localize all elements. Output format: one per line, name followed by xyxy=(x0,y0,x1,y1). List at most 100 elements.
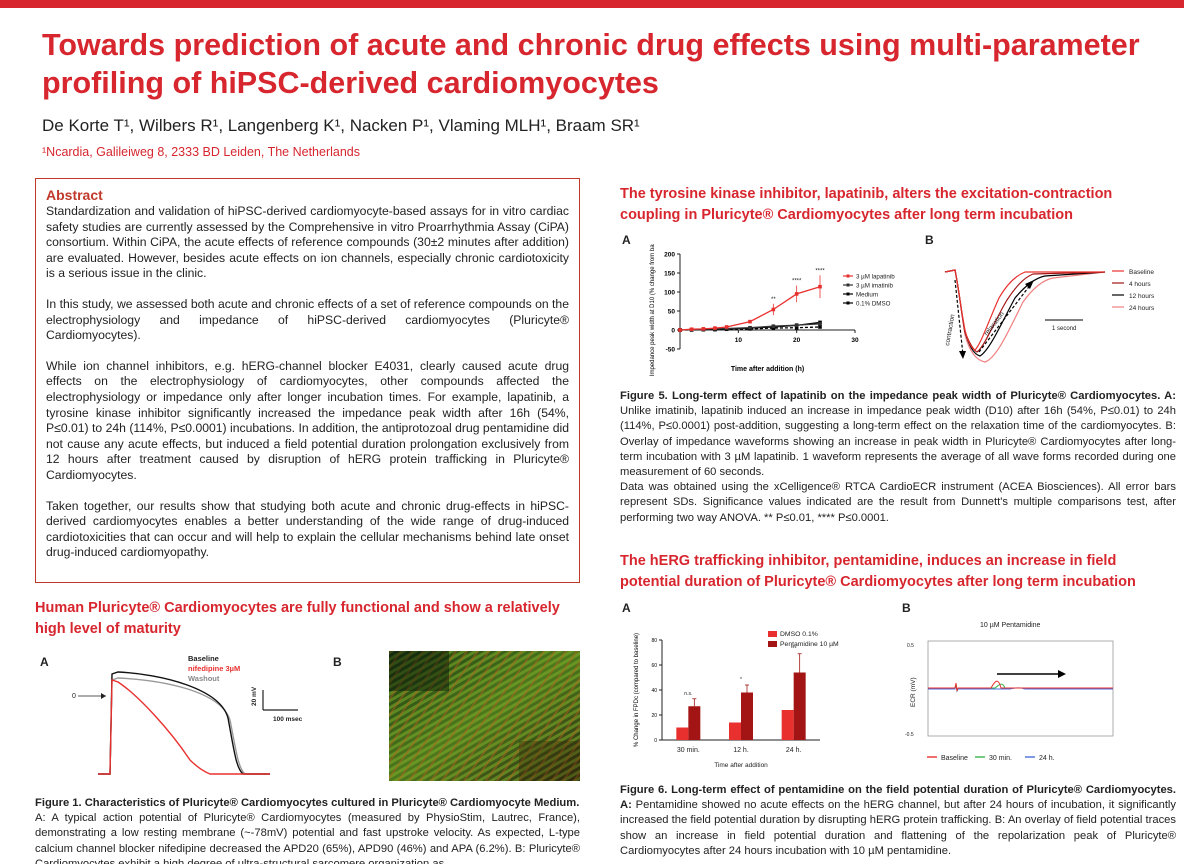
authors: De Korte T¹, Wilbers R¹, Langenberg K¹, … xyxy=(42,116,640,135)
fp-legend-baseline: Baseline xyxy=(941,755,968,762)
figure5-caption-body: Unlike imatinib, lapatinib induced an in… xyxy=(620,405,1176,479)
figure5-caption-title: Figure 5. Long-term effect of lapatinib … xyxy=(620,390,1161,402)
lap-legend-marker xyxy=(846,274,850,278)
pent-bar xyxy=(676,727,689,740)
lap-point xyxy=(818,322,822,326)
fig1-panel-b-label: B xyxy=(333,655,342,669)
figure6-caption-title: Figure 6. Long-term effect of pentamidin… xyxy=(620,784,1176,812)
pentamidine-bar-chart: 0 20 40 60 80 % Change in FPDc (compared to b… xyxy=(634,631,839,769)
impedance-waveform-overlay: contraction relaxation 1 second Baseline… xyxy=(944,269,1155,363)
section3-title-line-2: potential duration of Pluricyte® Cardiom… xyxy=(620,574,1136,590)
sarcomere-micrograph xyxy=(389,651,580,781)
fig6-panel-a-label: A xyxy=(622,601,631,615)
section2-title-line-2: coupling in Pluricyte® Cardiomyocytes af… xyxy=(620,207,1074,223)
waveform-contraction-label: contraction xyxy=(944,313,956,346)
pent-category-label: 12 h. xyxy=(733,747,749,754)
lap-point xyxy=(818,325,822,329)
lap-xlabel: Time after addition (h) xyxy=(731,366,804,373)
figure6-caption: Figure 6. Long-term effect of pentamidin… xyxy=(620,783,1176,859)
lap-point xyxy=(701,327,706,331)
pent-bar xyxy=(729,722,741,740)
lap-legend-label: 3 µM imatinib xyxy=(856,283,893,290)
waveform-baseline xyxy=(944,269,1105,351)
lap-xtick-label: 30 xyxy=(851,337,859,344)
lap-point xyxy=(748,325,752,330)
lap-point xyxy=(678,328,682,332)
pent-bar xyxy=(781,710,794,740)
lap-ylabel: Impedance peak width at D10 (% change fr… xyxy=(650,244,656,376)
pent-bar xyxy=(793,672,806,740)
figure6-caption-body: Pentamidine showed no acute effects on t… xyxy=(620,799,1177,857)
lap-series-line xyxy=(679,286,821,331)
figure1-caption: Figure 1. Characteristics of Pluricyte® … xyxy=(35,796,580,864)
pent-ytick-label: 20 xyxy=(651,713,657,719)
pent-xlabel: Time after addition xyxy=(714,762,768,769)
waveform-relaxation-label: relaxation xyxy=(983,310,1006,337)
lap-ytick-label: 50 xyxy=(668,309,676,316)
figure1-caption-body: A: A typical action potential of Pluricy… xyxy=(35,812,580,864)
fp-ytick-top: 0.5 xyxy=(907,643,914,649)
lap-ytick-label: 0 xyxy=(671,328,675,335)
lap-significance: **** xyxy=(815,268,825,274)
pent-ytick-label: 40 xyxy=(651,688,657,694)
fp-legend-30min: 30 min. xyxy=(989,755,1012,762)
ap-trace-baseline xyxy=(98,671,270,775)
lap-significance: ** xyxy=(771,297,776,303)
abstract-paragraph-1: Standardization and validation of hiPSC-… xyxy=(46,204,569,281)
lap-ytick-label: -50 xyxy=(666,347,676,354)
fp-trace-baseline xyxy=(928,680,1113,692)
lap-significance: **** xyxy=(792,279,802,285)
ap-scale-ms: 100 msec xyxy=(273,716,303,723)
pent-bar xyxy=(688,706,701,740)
ap-trace-washout xyxy=(98,677,270,775)
lap-ytick-label: 200 xyxy=(664,252,675,259)
fp-title: 10 µM Pentamidine xyxy=(980,622,1041,629)
title-line-1: Towards prediction of acute and chronic … xyxy=(42,28,1140,62)
pent-category-label: 24 h. xyxy=(786,747,802,754)
fig5-panel-b-label: B xyxy=(925,233,934,247)
pent-legend-label: DMSO 0.1% xyxy=(780,631,818,638)
ap-legend-baseline: Baseline xyxy=(188,654,219,663)
waveform-legend-12h: 12 hours xyxy=(1129,293,1155,300)
figure5-caption-body-2: Data was obtained using the xCelligence®… xyxy=(620,481,1176,524)
waveform-legend-baseline: Baseline xyxy=(1129,269,1154,276)
lap-legend-marker xyxy=(846,283,850,287)
pent-bar xyxy=(741,692,753,740)
abstract-paragraph-3: While ion channel inhibitors, e.g. hERG-… xyxy=(46,358,569,482)
pent-legend-swatch xyxy=(768,631,777,637)
fp-legend-24h: 24 h. xyxy=(1039,755,1055,762)
lap-point xyxy=(771,324,776,328)
abstract-paragraph-4: Taken together, our results show that st… xyxy=(46,498,569,560)
pent-ytick-label: 0 xyxy=(654,738,657,744)
action-potential-figure: Baseline nifedipine 3µM Washout 0 20 mV … xyxy=(72,654,303,775)
lap-point xyxy=(724,325,729,329)
pent-legend-label: Pentamidine 10 µM xyxy=(780,641,839,648)
section3-title: The hERG trafficking inhibitor, pentamid… xyxy=(620,551,1180,593)
waveform-4h xyxy=(944,269,1106,353)
fig5-panel-a-label: A xyxy=(622,233,631,247)
ap-legend-washout: Washout xyxy=(188,674,220,683)
pent-category-label: 30 min. xyxy=(677,747,700,754)
waveform-24h xyxy=(944,269,1106,363)
pent-ytick-label: 60 xyxy=(651,663,657,669)
title-line-2: profiling of hiPSC-derived cardiomyocyte… xyxy=(42,66,659,100)
fp-ytick-bottom: -0.5 xyxy=(905,732,914,738)
figure1-caption-title: Figure 1. Characteristics of Pluricyte® … xyxy=(35,797,580,809)
abstract-heading: Abstract xyxy=(46,187,103,203)
fig6-panel-b-label: B xyxy=(902,601,911,615)
ap-legend-nifedipine: nifedipine 3µM xyxy=(188,664,240,673)
pent-ytick-label: 80 xyxy=(651,638,657,644)
figure5-caption-a: A: xyxy=(1160,390,1176,402)
waveform-legend-4h: 4 hours xyxy=(1129,281,1151,288)
figure5-caption: Figure 5. Long-term effect of lapatinib … xyxy=(620,389,1176,526)
section2-title-line-1: The tyrosine kinase inhibitor, lapatinib… xyxy=(620,186,1113,202)
waveform-scale-label: 1 second xyxy=(1052,326,1076,332)
fig1-panel-a-label: A xyxy=(40,655,49,669)
lap-xtick-label: 10 xyxy=(735,337,743,344)
pent-significance: n.s. xyxy=(684,691,692,697)
lap-point xyxy=(689,327,694,332)
lapatinib-line-chart: -50 0 50 100 150 200 10 20 30 Time after addition… xyxy=(650,244,895,376)
section3-title-line-1: The hERG trafficking inhibitor, pentamid… xyxy=(620,553,1117,569)
lap-xtick-label: 20 xyxy=(793,337,801,344)
pent-significance: * xyxy=(740,677,742,683)
